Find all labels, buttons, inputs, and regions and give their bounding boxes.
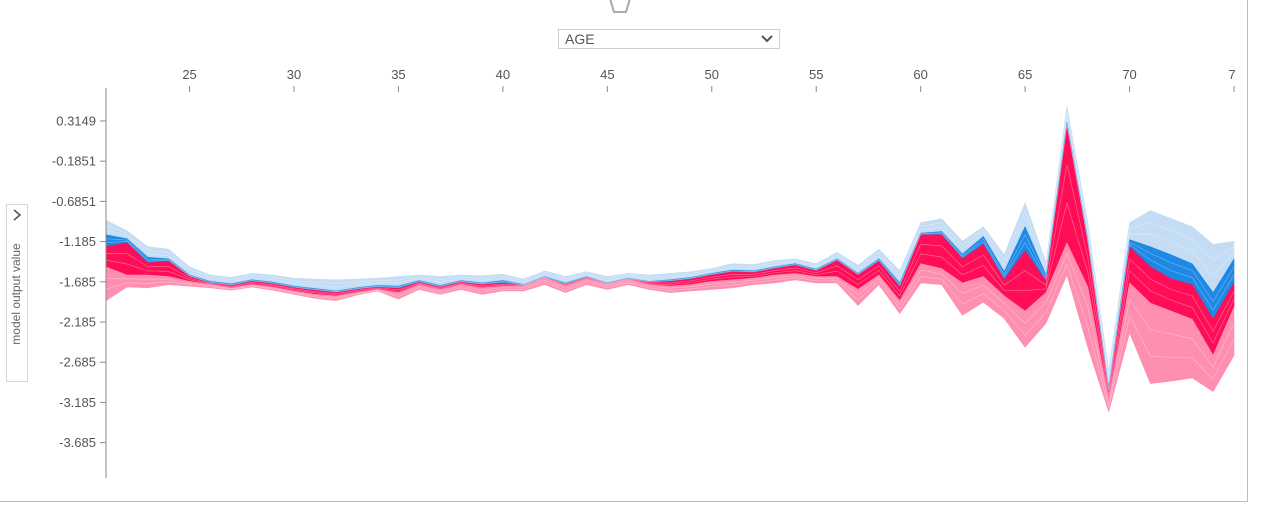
area-strand-3-1 [105, 263, 1235, 408]
js-logo-icon [609, 0, 631, 13]
force-plot: 25 30 35 40 45 50 55 60 65 70 7 0.3149 -0.1851 -0.68… [52, 67, 1236, 478]
area-strand-2-0 [106, 164, 1235, 395]
area-layers [105, 106, 1235, 413]
area-strand-2-1 [105, 201, 1235, 397]
y-axis: 0.3149 -0.1851 -0.6851 -1.185 -1.685 -2.185 -2… [52, 88, 107, 478]
x-tick-label: 55 [809, 67, 823, 82]
x-tick-label: 45 [600, 67, 614, 82]
area-strand-3-0 [105, 252, 1235, 404]
chart-frame [0, 0, 1248, 502]
x-tick-label: 65 [1018, 67, 1032, 82]
y-tick-label: -0.1851 [52, 154, 96, 169]
y-axis-label-box[interactable]: model output value [6, 204, 28, 382]
y-tick-label: -1.185 [59, 234, 96, 249]
x-tick-label: 7 [1228, 67, 1235, 82]
area-strand-0-1 [105, 116, 1235, 383]
y-tick-label: -2.685 [59, 355, 96, 370]
y-tick-label: -3.185 [59, 395, 96, 410]
x-axis: 25 30 35 40 45 50 55 60 65 70 7 [182, 67, 1236, 92]
area-strand-1-0 [105, 123, 1235, 389]
area-band-3 [105, 242, 1235, 413]
x-tick-label: 25 [182, 67, 196, 82]
y-tick-label: -1.685 [59, 274, 96, 289]
area-strand-0-0 [105, 111, 1235, 377]
y-tick-label: -3.685 [59, 435, 96, 450]
y-axis-label: model output value [9, 243, 23, 345]
x-tick-label: 70 [1122, 67, 1136, 82]
y-tick-label: -0.6851 [52, 194, 96, 209]
x-tick-label: 60 [913, 67, 927, 82]
y-tick-label: 0.3149 [56, 113, 96, 128]
y-tick-label: -2.185 [59, 315, 96, 330]
x-tick-label: 30 [287, 67, 301, 82]
chevron-right-icon [13, 209, 22, 221]
feature-select-value: AGE [565, 31, 595, 47]
x-tick-label: 40 [496, 67, 510, 82]
x-tick-label: 50 [705, 67, 719, 82]
x-tick-label: 35 [391, 67, 405, 82]
area-strand-1-1 [105, 124, 1235, 391]
chevron-down-icon [761, 35, 773, 43]
feature-select[interactable]: AGE [558, 29, 780, 49]
